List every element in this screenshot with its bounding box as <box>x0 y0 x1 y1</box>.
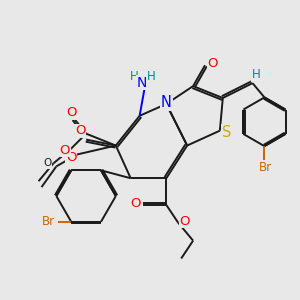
Text: Br: Br <box>260 161 272 174</box>
Text: O: O <box>179 215 190 228</box>
Text: N: N <box>137 76 147 89</box>
Text: S: S <box>222 125 231 140</box>
Text: H: H <box>252 68 260 81</box>
Text: O: O <box>66 106 76 119</box>
Text: O: O <box>43 158 52 168</box>
Text: O: O <box>59 143 70 157</box>
Text: Br: Br <box>41 215 55 228</box>
Text: H: H <box>130 70 139 83</box>
Text: O: O <box>207 57 218 70</box>
Text: O: O <box>75 124 86 137</box>
Text: O: O <box>66 151 76 164</box>
Text: N: N <box>161 95 172 110</box>
Text: H: H <box>146 70 155 83</box>
Text: O: O <box>130 197 140 210</box>
